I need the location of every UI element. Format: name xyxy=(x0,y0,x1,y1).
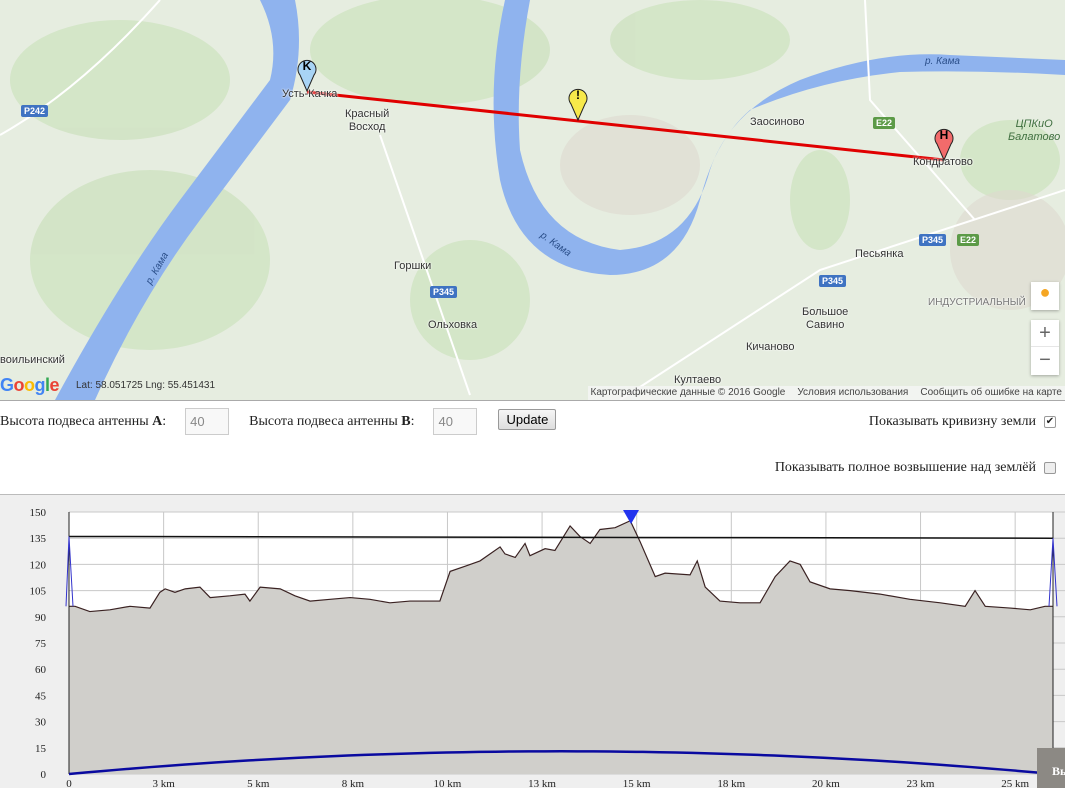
marker-obstacle[interactable]: ! xyxy=(568,87,588,122)
x-tick-label: 13 km xyxy=(528,778,556,789)
map[interactable]: Усть-Качка Красный Восход Горшки Ольховк… xyxy=(0,0,1065,400)
road-shield: P242 xyxy=(21,105,49,117)
antenna-b xyxy=(1048,538,1058,607)
exit-button[interactable]: Вы xyxy=(1037,748,1065,788)
chart-svg: 0 15 30 45 60 75 90 105 120 135 150 0 3 km 5 km 8 km 10… xyxy=(30,507,1065,789)
terrain-area xyxy=(69,520,1053,774)
x-tick-label: 0 xyxy=(66,778,72,789)
y-tick-label: 45 xyxy=(35,690,47,702)
road-shield: P345 xyxy=(819,275,847,287)
x-tick-label: 15 km xyxy=(623,778,651,789)
place-label: Большое Савино xyxy=(802,306,849,331)
coordinates-readout: Lat: 58.051725 Lng: 55.451431 xyxy=(76,380,216,391)
place-label: Ольховка xyxy=(428,319,478,331)
x-tick-label: 18 km xyxy=(717,778,745,789)
river-label: р. Кама xyxy=(925,56,960,67)
map-terrain xyxy=(0,0,1065,400)
y-tick-label: 120 xyxy=(30,559,47,571)
zoom-out-button[interactable]: − xyxy=(1039,349,1051,371)
earth-curvature-line xyxy=(68,750,1054,776)
place-label: Песьянка xyxy=(855,248,904,260)
place-label: Красный Восход xyxy=(345,108,390,133)
road-shield: E22 xyxy=(957,234,980,246)
y-tick-label: 60 xyxy=(35,664,47,676)
x-tick-label: 5 km xyxy=(247,778,270,789)
place-label: Кондратово xyxy=(913,156,973,168)
full-elevation-checkbox[interactable] xyxy=(1044,462,1056,474)
marker-obstacle-icon: ! xyxy=(576,88,580,102)
y-tick-label: 0 xyxy=(41,769,47,781)
antenna-a-height-input[interactable] xyxy=(185,408,230,435)
x-tick-label: 25 km xyxy=(1001,778,1029,789)
y-tick-label: 105 xyxy=(30,586,47,598)
x-tick-label: 3 km xyxy=(152,778,175,789)
place-label: Усть-Качка xyxy=(282,88,338,100)
marker-b-letter: H xyxy=(939,128,949,142)
x-tick-label: 23 km xyxy=(907,778,935,789)
report-error-link[interactable]: Сообщить об ошибке на карте xyxy=(920,387,1062,398)
map-data-attribution: Картографические данные © 2016 Google xyxy=(590,387,786,398)
y-tick-label: 135 xyxy=(30,533,47,545)
map-attribution: Картографические данные © 2016 Google Ус… xyxy=(587,386,1065,400)
x-tick-label: 8 km xyxy=(342,778,365,789)
update-button[interactable]: Update xyxy=(498,408,557,430)
antenna-a xyxy=(65,536,74,607)
zoom-control: + − xyxy=(1031,320,1059,375)
antenna-b-height-input[interactable] xyxy=(433,408,478,435)
y-tick-label: 15 xyxy=(35,743,47,755)
marker-b[interactable]: H xyxy=(934,127,954,162)
terrain-line xyxy=(69,519,1053,613)
y-tick-label: 90 xyxy=(35,612,47,624)
road-shield: P345 xyxy=(919,234,947,246)
google-logo[interactable]: Google xyxy=(0,375,60,395)
place-label: ИНДУСТРИАЛЬНЫЙ xyxy=(928,297,1026,308)
path-line xyxy=(306,90,945,162)
marker-a[interactable]: K xyxy=(297,58,317,93)
full-elevation-label: Показывать полное возвышение над землёй xyxy=(774,460,1036,475)
place-label: воильинский xyxy=(0,354,65,366)
curvature-label: Показывать кривизну земли xyxy=(868,414,1036,429)
y-tick-label: 30 xyxy=(35,717,47,729)
curvature-checkbox[interactable]: ✔ xyxy=(1044,416,1056,428)
place-label: ЦПКиО Балатово xyxy=(1008,118,1061,143)
marker-a-letter: K xyxy=(302,59,312,73)
road-shield: E22 xyxy=(873,117,896,129)
obstruction-marker xyxy=(623,510,640,524)
elevation-profile-chart: 0 15 30 45 60 75 90 105 120 135 150 0 3 km 5 km 8 km 10… xyxy=(0,494,1065,789)
terms-link[interactable]: Условия использования xyxy=(797,387,909,398)
place-label: Култаево xyxy=(674,374,722,386)
street-view-pegman-icon[interactable]: ● xyxy=(1031,282,1059,310)
y-tick-label: 75 xyxy=(35,638,47,650)
road-shield: P345 xyxy=(430,286,458,298)
x-tick-label: 20 km xyxy=(812,778,840,789)
zoom-in-button[interactable]: + xyxy=(1031,320,1059,347)
y-tick-label: 150 xyxy=(30,507,47,519)
antenna-b-label: Высота подвеса антенны B: xyxy=(249,413,415,429)
x-tick-label: 10 km xyxy=(434,778,462,789)
divider xyxy=(0,400,1065,401)
line-of-sight xyxy=(68,535,1054,539)
place-label: Заосиново xyxy=(750,116,805,128)
place-label: Горшки xyxy=(394,260,432,272)
place-label: Кичаново xyxy=(746,341,795,353)
antenna-a-label: Высота подвеса антенны A: xyxy=(0,413,167,429)
